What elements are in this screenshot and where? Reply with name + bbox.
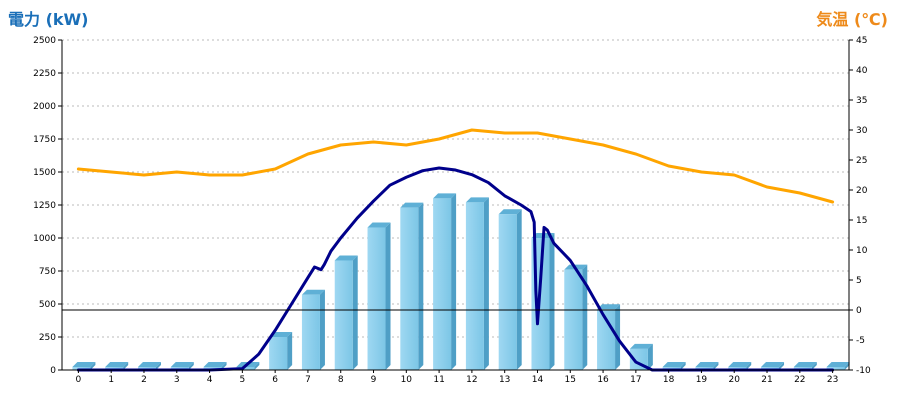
left-tick-label: 2250: [33, 69, 56, 79]
power-bar: [367, 222, 391, 370]
x-tick-label: 6: [272, 375, 278, 385]
right-tick-label: -5: [856, 336, 865, 346]
x-tick-label: 17: [630, 375, 641, 385]
right-tick-label: 0: [856, 306, 862, 316]
power-bar: [334, 255, 358, 370]
left-tick-label: 2000: [33, 102, 56, 112]
left-tick-label: 0: [50, 366, 56, 376]
right-tick-label: -10: [856, 366, 871, 376]
x-tick-label: 10: [401, 375, 413, 385]
x-tick-label: 19: [696, 375, 708, 385]
right-tick-label: 35: [856, 96, 867, 106]
power-bar: [269, 332, 293, 370]
x-tick-label: 4: [207, 375, 213, 385]
x-tick-label: 8: [338, 375, 344, 385]
left-tick-label: 1000: [33, 234, 56, 244]
x-tick-label: 12: [466, 375, 477, 385]
right-axis-title: 気温 (℃): [816, 10, 888, 29]
lines: [76, 128, 835, 372]
left-tick-label: 1750: [33, 135, 56, 145]
x-tick-label: 20: [729, 375, 741, 385]
right-tick-label: 10: [856, 246, 868, 256]
left-tick-label: 250: [39, 333, 56, 343]
power-bar: [498, 209, 522, 370]
x-tick-label: 13: [499, 375, 510, 385]
x-tick-label: 11: [433, 375, 444, 385]
x-tick-label: 18: [663, 375, 675, 385]
x-tick-label: 14: [532, 375, 544, 385]
x-tick-label: 9: [371, 375, 377, 385]
x-tick-label: 2: [141, 375, 147, 385]
x-tick-label: 0: [76, 375, 82, 385]
x-tick-label: 5: [239, 375, 245, 385]
x-tick-label: 7: [305, 375, 311, 385]
x-tick-label: 16: [597, 375, 609, 385]
temperature-line: [76, 128, 835, 204]
power-bar: [433, 193, 457, 370]
power-bar: [465, 197, 489, 370]
right-tick-label: 30: [856, 126, 868, 136]
x-tick-label: 1: [108, 375, 114, 385]
x-tick-label: 21: [761, 375, 772, 385]
right-tick-label: 25: [856, 156, 867, 166]
left-tick-label: 750: [39, 267, 56, 277]
axes: 02505007501000125015001750200022502500-1…: [33, 36, 871, 385]
left-tick-label: 1500: [33, 168, 56, 178]
right-tick-label: 40: [856, 66, 868, 76]
power-bar: [400, 202, 424, 370]
right-tick-label: 5: [856, 276, 862, 286]
x-tick-label: 22: [794, 375, 805, 385]
x-tick-label: 3: [174, 375, 180, 385]
left-tick-label: 2500: [33, 36, 56, 46]
right-tick-label: 15: [856, 216, 867, 226]
x-tick-label: 23: [827, 375, 838, 385]
x-tick-label: 15: [565, 375, 576, 385]
grid: [62, 39, 849, 338]
power-line: [76, 166, 835, 372]
left-tick-label: 1250: [33, 201, 56, 211]
power-bars: [72, 193, 850, 370]
left-tick-label: 500: [39, 300, 56, 310]
right-tick-label: 20: [856, 186, 868, 196]
right-tick-label: 45: [856, 36, 867, 46]
power-bar: [301, 289, 325, 370]
power-bar: [826, 362, 850, 370]
power-bar: [564, 264, 588, 370]
left-axis-title: 電力 (kW): [8, 10, 89, 29]
